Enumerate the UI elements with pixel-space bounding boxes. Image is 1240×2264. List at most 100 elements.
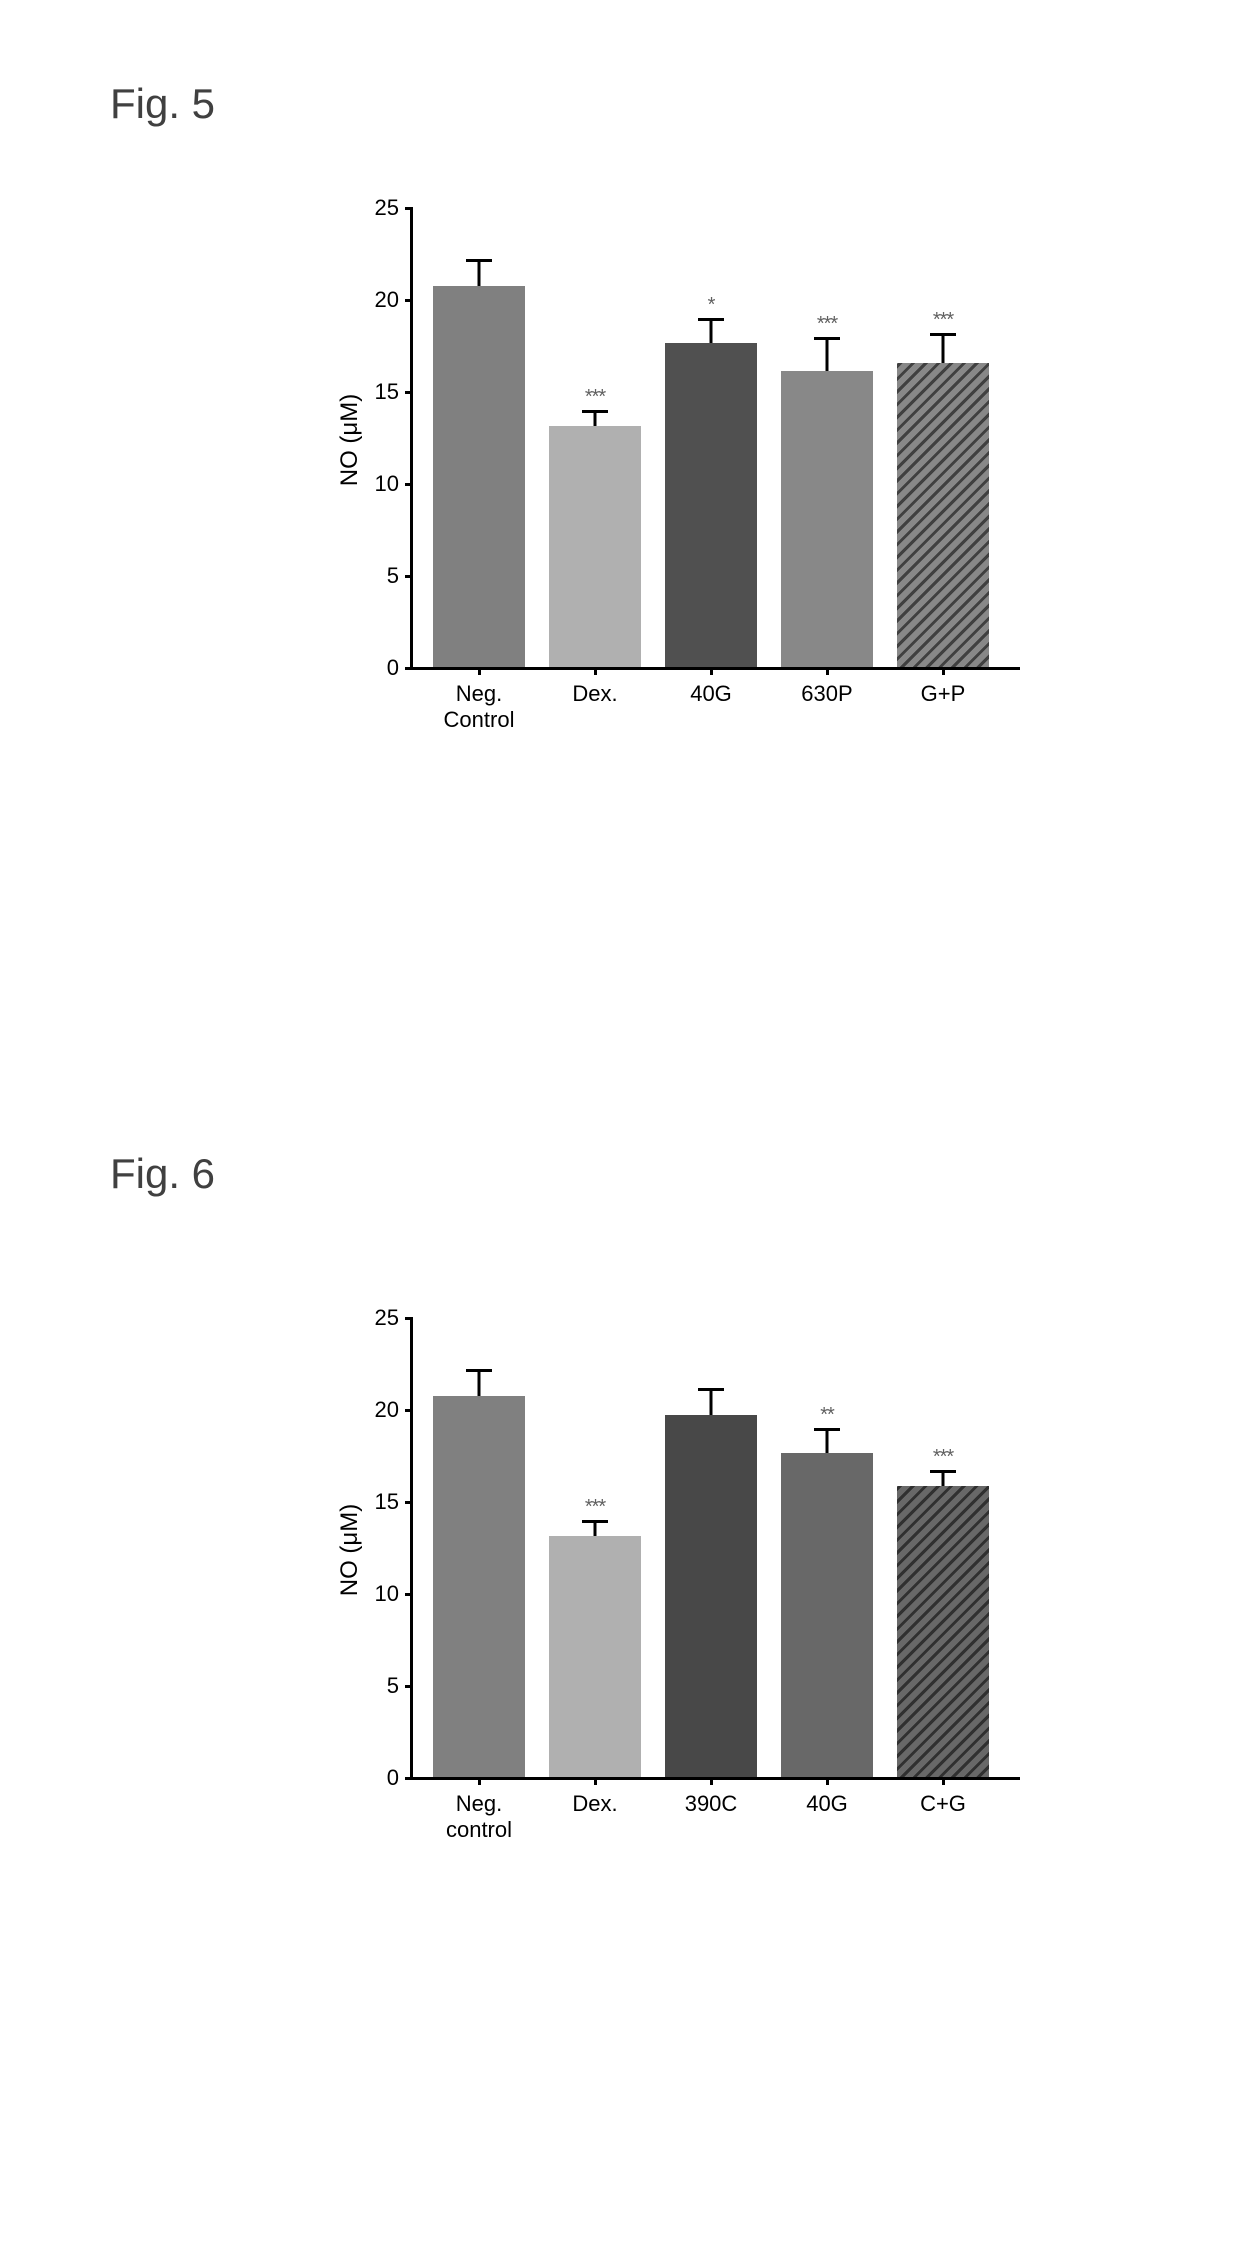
fig6-ytick-label: 10 (375, 1581, 399, 1607)
fig5-ytick-mark (405, 299, 413, 302)
fig5-bar (433, 286, 525, 667)
fig6-ytick-mark (405, 1409, 413, 1412)
fig5-ytick-mark (405, 667, 413, 670)
fig6-errorbar-line (594, 1523, 597, 1536)
fig5-bar (549, 426, 641, 667)
fig6-bar (549, 1536, 641, 1777)
fig6-plot-area: 0510152025Neg. control***Dex.390C**40G**… (410, 1320, 1020, 1780)
fig5-ytick-label: 25 (375, 195, 399, 221)
fig5-xaxis-label: G+P (888, 667, 998, 707)
fig5-bar-group: *** (897, 363, 989, 667)
fig6-ytick-mark (405, 1501, 413, 1504)
fig6-errorbar-line (826, 1431, 829, 1453)
fig5-yaxis-title: NO (μM) (336, 394, 364, 486)
fig6-errorbar-line (478, 1372, 481, 1396)
fig5-ytick-mark (405, 575, 413, 578)
fig6-ytick-label: 20 (375, 1397, 399, 1423)
fig5-ytick-label: 20 (375, 287, 399, 313)
fig5-errorbar-line (942, 336, 945, 364)
figure-5-label: Fig. 5 (110, 80, 215, 128)
fig5-ytick: 20 (375, 287, 413, 313)
fig6-bar (665, 1415, 757, 1777)
fig5-ytick-mark (405, 207, 413, 210)
fig5-ytick-label: 5 (387, 563, 399, 589)
fig6-ytick: 15 (375, 1489, 413, 1515)
figure-5-chart: 0510152025Neg. Control***Dex.*40G***630P… (330, 210, 1060, 790)
fig6-ytick-mark (405, 1593, 413, 1596)
fig5-ytick-mark (405, 391, 413, 394)
fig5-bar-group: *** (549, 426, 641, 667)
fig5-errorbar-cap (930, 333, 956, 336)
fig5-errorbar-line (710, 321, 713, 343)
fig6-xaxis-label: Neg. control (424, 1777, 534, 1844)
fig6-errorbar-cap (466, 1369, 492, 1372)
fig6-xaxis-label: C+G (888, 1777, 998, 1817)
fig6-bar-group: *** (549, 1536, 641, 1777)
fig6-xaxis-label: 40G (772, 1777, 882, 1817)
fig5-plot-area: 0510152025Neg. Control***Dex.*40G***630P… (410, 210, 1020, 670)
fig5-ytick: 10 (375, 471, 413, 497)
fig6-ytick-label: 5 (387, 1673, 399, 1699)
fig5-significance-marker: * (708, 295, 715, 315)
figure-6-chart: 0510152025Neg. control***Dex.390C**40G**… (330, 1320, 1060, 1900)
fig5-ytick: 25 (375, 195, 413, 221)
fig5-errorbar-cap (466, 259, 492, 262)
fig6-bar-group: *** (897, 1486, 989, 1777)
figure-6-label: Fig. 6 (110, 1150, 215, 1198)
fig5-bar (781, 371, 873, 667)
fig5-bar-group: *** (781, 371, 873, 667)
fig6-significance-marker: *** (933, 1447, 953, 1467)
fig6-bar-group (433, 1396, 525, 1777)
fig5-xaxis-label: Neg. Control (424, 667, 534, 734)
fig6-xaxis-label: Dex. (540, 1777, 650, 1817)
fig5-bar (897, 363, 989, 667)
fig6-bar (433, 1396, 525, 1777)
fig5-bar (665, 343, 757, 667)
fig5-ytick: 15 (375, 379, 413, 405)
fig6-errorbar-cap (814, 1428, 840, 1431)
fig5-ytick-label: 15 (375, 379, 399, 405)
fig6-bar (897, 1486, 989, 1777)
fig5-significance-marker: *** (817, 314, 837, 334)
fig6-errorbar-line (710, 1391, 713, 1415)
fig5-significance-marker: *** (933, 310, 953, 330)
fig5-errorbar-cap (698, 318, 724, 321)
fig6-errorbar-line (942, 1473, 945, 1486)
fig6-significance-marker: *** (585, 1497, 605, 1517)
fig5-errorbar-line (594, 413, 597, 426)
fig6-ytick: 25 (375, 1305, 413, 1331)
fig5-ytick-mark (405, 483, 413, 486)
fig6-ytick: 0 (387, 1765, 413, 1791)
fig6-ytick-label: 15 (375, 1489, 399, 1515)
fig5-ytick-label: 10 (375, 471, 399, 497)
fig6-ytick-label: 25 (375, 1305, 399, 1331)
fig5-errorbar-cap (814, 337, 840, 340)
fig6-xaxis-label: 390C (656, 1777, 766, 1817)
fig5-errorbar-line (826, 340, 829, 371)
fig6-bar-group (665, 1415, 757, 1777)
fig5-xaxis-label: 630P (772, 667, 882, 707)
fig6-bar-group: ** (781, 1453, 873, 1777)
fig5-errorbar-line (478, 262, 481, 286)
fig5-ytick: 5 (387, 563, 413, 589)
fig5-bar-group: * (665, 343, 757, 667)
fig6-yaxis-title: NO (μM) (336, 1504, 364, 1596)
fig6-significance-marker: ** (820, 1405, 834, 1425)
fig6-errorbar-cap (582, 1520, 608, 1523)
fig5-ytick-label: 0 (387, 655, 399, 681)
fig6-ytick: 5 (387, 1673, 413, 1699)
fig5-significance-marker: *** (585, 387, 605, 407)
fig6-bar (781, 1453, 873, 1777)
fig6-errorbar-cap (930, 1470, 956, 1473)
fig5-xaxis-label: 40G (656, 667, 766, 707)
fig6-ytick-label: 0 (387, 1765, 399, 1791)
fig5-ytick: 0 (387, 655, 413, 681)
fig6-ytick: 10 (375, 1581, 413, 1607)
fig6-errorbar-cap (698, 1388, 724, 1391)
fig5-bar-group (433, 286, 525, 667)
fig5-errorbar-cap (582, 410, 608, 413)
fig5-xaxis-label: Dex. (540, 667, 650, 707)
fig6-ytick: 20 (375, 1397, 413, 1423)
fig6-ytick-mark (405, 1685, 413, 1688)
fig6-ytick-mark (405, 1777, 413, 1780)
